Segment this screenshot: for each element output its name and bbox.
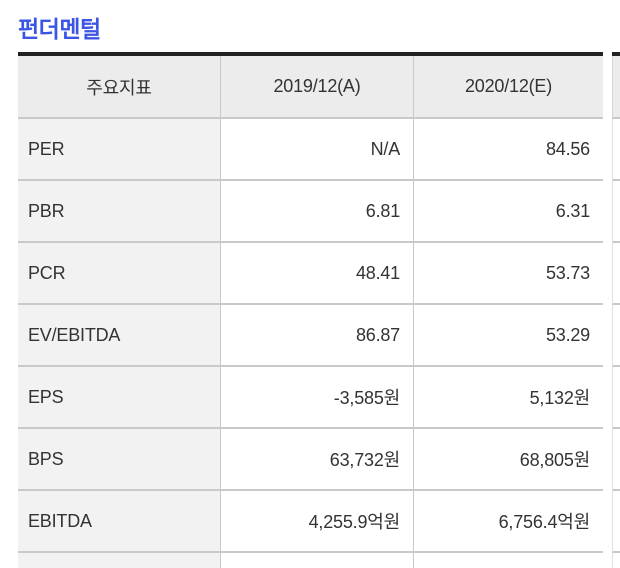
table-row: BPS 63,732원 68,805원 [18, 429, 603, 491]
fragment-cell [612, 367, 620, 429]
row-label: BPS [18, 429, 220, 491]
column-header-2020-12e: 2020/12(E) [413, 56, 603, 119]
fragment-cell [612, 119, 620, 181]
adjacent-column-fragment [612, 52, 620, 568]
row-value: N/A [220, 119, 413, 181]
column-header-indicator: 주요지표 [18, 56, 220, 119]
fragment-cell [612, 181, 620, 243]
column-header-2019-12a: 2019/12(A) [220, 56, 413, 119]
row-label: EPS [18, 367, 220, 429]
row-label: EBITDA [18, 491, 220, 553]
row-label: PER [18, 119, 220, 181]
row-value: 68,805원 [413, 429, 603, 491]
fragment-cell [612, 491, 620, 553]
row-value: 48.41 [220, 243, 413, 305]
table-header-row: 주요지표 2019/12(A) 2020/12(E) [18, 56, 603, 119]
row-value: 53.73 [413, 243, 603, 305]
row-label: PBR [18, 181, 220, 243]
row-value [220, 553, 413, 568]
row-label: EV/EBITDA [18, 305, 220, 367]
table-body: PER N/A 84.56 PBR 6.81 6.31 PCR 48.41 53.73 EV/EB… [18, 119, 603, 568]
row-value: -3,585원 [220, 367, 413, 429]
row-value: 63,732원 [220, 429, 413, 491]
row-value: 4,255.9억원 [220, 491, 413, 553]
row-value: 84.56 [413, 119, 603, 181]
fragment-header-cell [612, 56, 620, 119]
table-row: PBR 6.81 6.31 [18, 181, 603, 243]
row-value: 5,132원 [413, 367, 603, 429]
row-value: 6.31 [413, 181, 603, 243]
row-value: 53.29 [413, 305, 603, 367]
table-row: EV/EBITDA 86.87 53.29 [18, 305, 603, 367]
fragment-cell [612, 243, 620, 305]
table-row: EPS -3,585원 5,132원 [18, 367, 603, 429]
table-row [18, 553, 603, 568]
page-title: 펀더멘털 [18, 16, 101, 42]
fragment-cell [612, 553, 620, 568]
table-row: EBITDA 4,255.9억원 6,756.4억원 [18, 491, 603, 553]
row-value: 6,756.4억원 [413, 491, 603, 553]
row-label [18, 553, 220, 568]
table-row: PCR 48.41 53.73 [18, 243, 603, 305]
table-row: PER N/A 84.56 [18, 119, 603, 181]
fragment-cell [612, 429, 620, 491]
row-label: PCR [18, 243, 220, 305]
row-value: 6.81 [220, 181, 413, 243]
fundamental-table: 주요지표 2019/12(A) 2020/12(E) PER N/A 84.56 PB… [18, 52, 603, 568]
row-value [413, 553, 603, 568]
fragment-cell [612, 305, 620, 367]
row-value: 86.87 [220, 305, 413, 367]
